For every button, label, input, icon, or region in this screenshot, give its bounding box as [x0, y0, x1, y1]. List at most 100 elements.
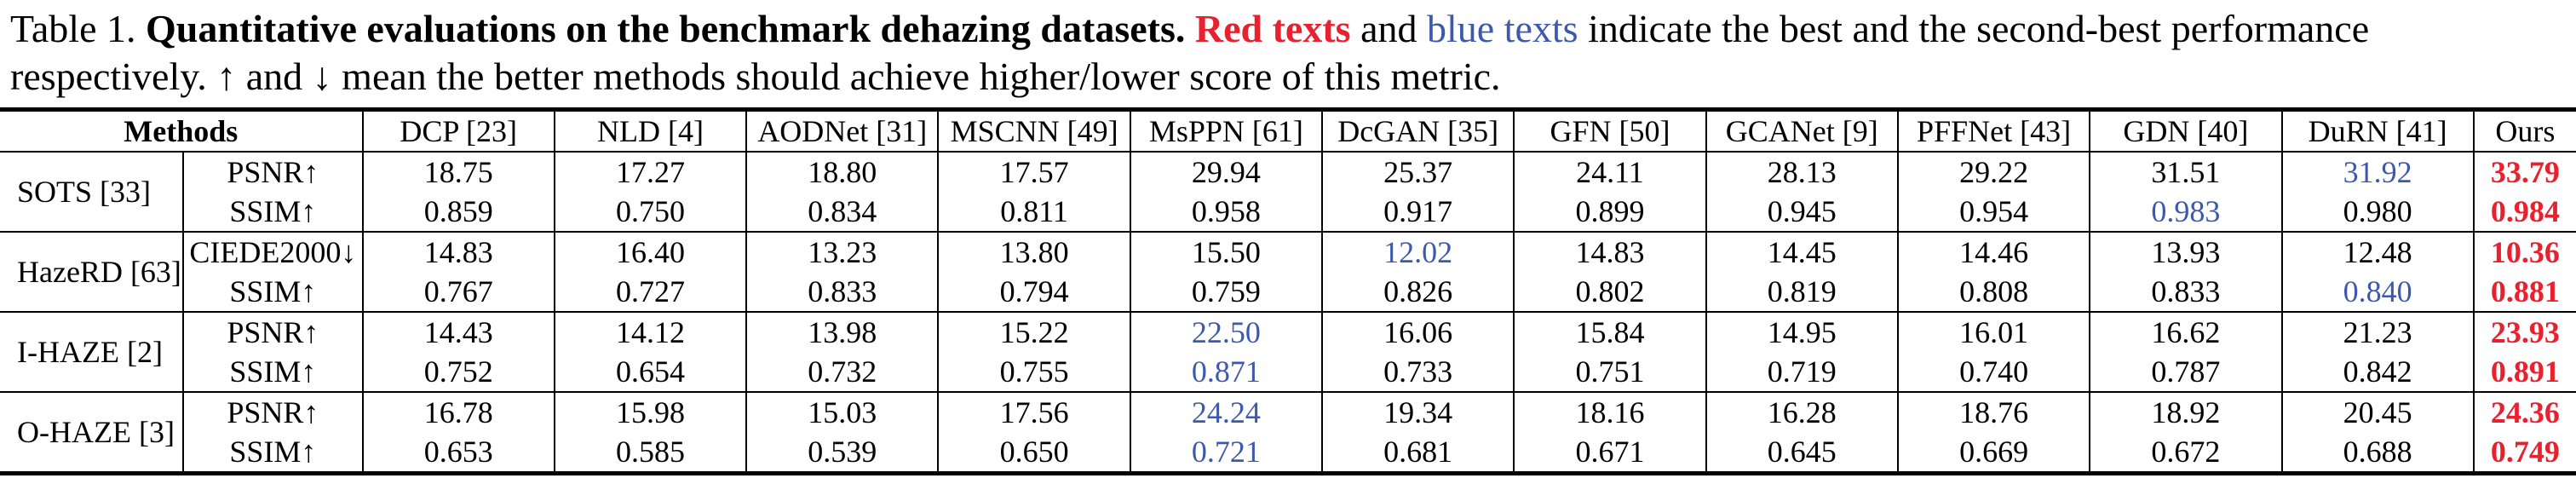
method-header-cell: GDN [40] [2090, 109, 2283, 153]
value-cell: 16.28 [1705, 391, 1899, 433]
value-cell: 18.75 [362, 152, 555, 193]
value-cell: 0.983 [2090, 192, 2283, 233]
value-cell: 0.811 [938, 192, 1131, 233]
value-cell: 15.84 [1514, 311, 1707, 353]
value-cell: 20.45 [2281, 391, 2475, 433]
dataset-cell: I-HAZE [2] [0, 311, 185, 393]
value-cell: 18.80 [746, 152, 940, 193]
value-cell: 31.51 [2090, 152, 2283, 193]
value-cell: 14.95 [1705, 311, 1899, 353]
value-cell: 0.842 [2281, 352, 2475, 393]
value-cell: 0.891 [2490, 354, 2560, 389]
value-cell: 0.787 [2090, 352, 2283, 393]
table-row: O-HAZE [3] PSNR↑ 16.78 15.98 15.03 17.56 24.24… [0, 391, 2576, 474]
method-header-cell: MsPPN [61] [1130, 109, 1324, 153]
metric-cell: SSIM↑ [183, 432, 364, 474]
value-cell: 0.945 [1705, 192, 1899, 233]
method-header-cell: NLD [4] [554, 109, 748, 153]
value-cell: 0.794 [938, 272, 1131, 313]
dataset-cell: SOTS [33] [0, 152, 185, 233]
value-cell: 0.881 [2490, 274, 2560, 309]
value-cell: 33.79 [2490, 155, 2560, 190]
value-cell: 22.50 [1130, 311, 1324, 353]
value-cell: 0.917 [1322, 192, 1515, 233]
value-cell: 0.749 [2490, 435, 2560, 470]
method-header-cell: Ours [2473, 109, 2576, 153]
method-header-cell: PFFNet [43] [1897, 109, 2091, 153]
metric-cell: SSIM↑ [183, 192, 364, 233]
value-cell: 14.46 [1897, 231, 2091, 273]
table-row: SOTS [33] PSNR↑ 18.75 17.27 18.80 17.57 29.94 2… [0, 152, 2576, 233]
metric-cell: SSIM↑ [183, 272, 364, 313]
value-cell: 29.22 [1897, 152, 2091, 193]
value-cell: 16.01 [1897, 311, 2091, 353]
method-header-cell: DcGAN [35] [1322, 109, 1515, 153]
value-cell: 16.40 [554, 231, 748, 273]
value-cell: 28.13 [1705, 152, 1899, 193]
table-row: SSIM↑ 0.653 0.585 0.539 0.650 0.721 0.681 0.671… [0, 432, 2576, 474]
value-cell: 16.78 [362, 391, 555, 433]
value-cell: 18.76 [1897, 391, 2091, 433]
value-cell: 0.819 [1705, 272, 1899, 313]
value-cell: 16.62 [2090, 311, 2283, 353]
value-cell: 0.755 [938, 352, 1131, 393]
value-cell: 0.871 [1130, 352, 1324, 393]
value-cell: 10.36 [2473, 231, 2576, 273]
metric-cell: PSNR↑ [183, 311, 364, 353]
method-header-cell: GCANet [9] [1705, 109, 1899, 153]
value-cell: 0.669 [1897, 432, 2091, 474]
value-cell: 17.56 [938, 391, 1131, 433]
value-cell: 0.539 [746, 432, 940, 474]
value-cell: 0.671 [1514, 432, 1707, 474]
caption-segment: blue texts [1426, 7, 1578, 50]
value-cell: 0.750 [554, 192, 748, 233]
value-cell: 0.833 [746, 272, 940, 313]
value-cell: 18.92 [2090, 391, 2283, 433]
value-cell: 21.23 [2281, 311, 2475, 353]
value-cell: 19.34 [1322, 391, 1515, 433]
value-cell: 0.826 [1322, 272, 1515, 313]
value-cell: 0.954 [1897, 192, 2091, 233]
value-cell: 0.654 [554, 352, 748, 393]
table-row: SSIM↑ 0.752 0.654 0.732 0.755 0.871 0.733 0.751… [0, 352, 2576, 393]
value-cell: 0.645 [1705, 432, 1899, 474]
value-cell: 0.681 [1322, 432, 1515, 474]
value-cell: 0.650 [938, 432, 1131, 474]
value-cell: 18.16 [1514, 391, 1707, 433]
value-cell: 0.958 [1130, 192, 1324, 233]
value-cell: 15.98 [554, 391, 748, 433]
method-header-cell: DuRN [41] [2281, 109, 2475, 153]
value-cell: 0.732 [746, 352, 940, 393]
value-cell: 23.93 [2473, 311, 2576, 353]
table-row: I-HAZE [2] PSNR↑ 14.43 14.12 13.98 15.22 22.50… [0, 311, 2576, 393]
method-header-cell: MSCNN [49] [938, 109, 1131, 153]
value-cell: 0.688 [2281, 432, 2475, 474]
caption-segment: indicate the best and the second-best pe… [10, 7, 2370, 99]
caption-segment: Quantitative evaluations on the benchmar… [146, 7, 1195, 50]
value-cell: 15.03 [746, 391, 940, 433]
method-header-cell: GFN [50] [1514, 109, 1707, 153]
value-cell: 12.48 [2281, 231, 2475, 273]
method-header-cell: DCP [23] [362, 109, 555, 153]
value-cell: 0.740 [1897, 352, 2091, 393]
value-cell: 0.752 [362, 352, 555, 393]
table-row: HazeRD [63] CIEDE2000↓ 14.83 16.40 13.23 13.8… [0, 231, 2576, 313]
value-cell: 17.27 [554, 152, 748, 193]
table-header-row: Methods DCP [23] NLD [4] AODNet [31] MSCNN [… [0, 109, 2576, 153]
value-cell: 14.12 [554, 311, 748, 353]
caption-segment: Red texts [1194, 7, 1351, 50]
dataset-cell: HazeRD [63] [0, 231, 185, 313]
value-cell: 0.834 [746, 192, 940, 233]
value-cell: 25.37 [1322, 152, 1515, 193]
value-cell: 13.23 [746, 231, 940, 273]
caption-segment: Table 1. [10, 7, 147, 50]
value-cell: 0.719 [1705, 352, 1899, 393]
table-body: SOTS [33] PSNR↑ 18.75 17.27 18.80 17.57 29.94 2… [0, 152, 2576, 474]
value-cell: 16.06 [1322, 311, 1515, 353]
value-cell: 17.57 [938, 152, 1131, 193]
value-cell: 13.80 [938, 231, 1131, 273]
value-cell: 0.984 [2490, 194, 2560, 229]
value-cell: 14.43 [362, 311, 555, 353]
value-cell: 0.802 [1514, 272, 1707, 313]
